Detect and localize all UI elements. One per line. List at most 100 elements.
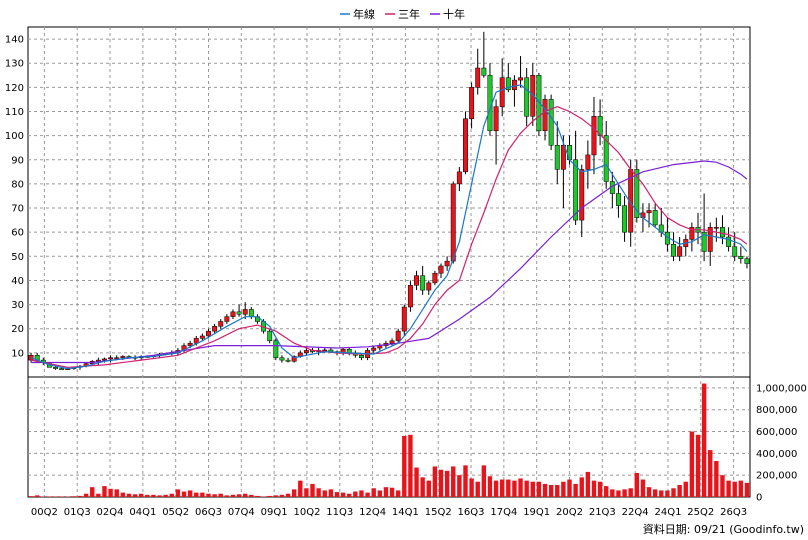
- volume-tick-label: 1,000,000: [756, 383, 807, 394]
- volume-bar: [426, 480, 431, 497]
- volume-tick-label: 800,000: [756, 405, 797, 416]
- volume-bar: [610, 489, 615, 497]
- x-tick-label: 26Q3: [720, 507, 747, 518]
- volume-bar: [628, 488, 633, 497]
- price-tick-label: 90: [11, 155, 24, 166]
- candle-body: [322, 349, 328, 352]
- volume-bar: [181, 491, 187, 497]
- volume-bar: [518, 478, 523, 497]
- candle-body: [548, 99, 554, 146]
- volume-bar: [548, 485, 554, 497]
- volume-bar: [322, 490, 327, 497]
- legend-label: 年線: [353, 7, 375, 21]
- volume-bar: [90, 487, 95, 497]
- candle-body: [560, 145, 566, 170]
- x-tick-label: 02Q4: [97, 507, 124, 518]
- volume-bar: [316, 488, 321, 497]
- candle-body: [524, 77, 530, 117]
- x-tick-label: 05Q2: [162, 507, 189, 518]
- volume-bar: [726, 480, 731, 497]
- x-tick-label: 07Q4: [228, 507, 255, 518]
- candle-body: [407, 285, 413, 308]
- volume-bar: [47, 496, 52, 497]
- volume-bar: [389, 487, 395, 497]
- volume-bar: [285, 493, 291, 497]
- candle-body: [542, 99, 548, 132]
- volume-bar: [475, 481, 480, 497]
- volume-bar: [353, 491, 358, 497]
- volume-bar: [671, 488, 676, 497]
- volume-bar: [457, 475, 462, 497]
- volume-bar: [187, 490, 193, 497]
- volume-bar: [420, 477, 425, 497]
- candle-body: [28, 355, 34, 361]
- volume-bar: [463, 465, 468, 497]
- candle-body: [646, 210, 652, 214]
- candle-body: [199, 335, 205, 339]
- candle-body: [359, 355, 364, 358]
- candle-body: [218, 321, 224, 327]
- candle-body: [371, 347, 377, 351]
- volume-bar: [542, 483, 548, 497]
- price-tick-label: 20: [11, 324, 24, 335]
- candle-body: [120, 356, 126, 358]
- volume-bar: [377, 490, 383, 497]
- legend: 年線 三年 十年: [340, 7, 465, 21]
- volume-bar: [604, 486, 609, 497]
- volume-bar: [83, 493, 89, 497]
- price-tick-label: 30: [11, 300, 24, 311]
- candle-body: [499, 77, 505, 107]
- candle-body: [622, 205, 628, 233]
- price-tick-label: 10: [11, 348, 24, 359]
- price-axis-labels: 10 20 30 40 50 60 70 80 90 100 110 120 130 140: [5, 35, 24, 360]
- candle-body: [530, 75, 536, 117]
- volume-bar: [383, 487, 389, 497]
- volume-bar: [236, 494, 242, 497]
- volume-bar: [579, 477, 584, 497]
- volume-bar: [218, 493, 223, 497]
- volume-bar: [701, 383, 707, 497]
- volume-bar: [151, 494, 156, 497]
- volume-grid: [28, 387, 750, 476]
- candle-body: [701, 231, 707, 252]
- volume-bar: [212, 494, 217, 497]
- volume-bar: [304, 488, 309, 497]
- volume-bar: [334, 492, 340, 497]
- candle-body: [285, 359, 291, 362]
- candle-body: [187, 342, 193, 346]
- ma-ten-year-line: [31, 160, 748, 364]
- candle-body: [444, 260, 450, 267]
- volume-bar: [298, 480, 303, 497]
- volume-bar: [640, 479, 646, 497]
- volume-bar: [555, 485, 560, 497]
- volume-bar: [371, 488, 376, 497]
- price-tick-label: 70: [11, 204, 24, 215]
- x-tick-label: 25Q2: [687, 507, 714, 518]
- volume-bar: [487, 476, 493, 497]
- volume-bar: [493, 480, 499, 497]
- volume-bar: [451, 466, 456, 497]
- candle-body: [567, 145, 572, 161]
- candle-body: [463, 118, 468, 173]
- volume-tick-label: 600,000: [756, 427, 797, 438]
- volume-bar: [444, 470, 450, 497]
- volume-bar: [524, 480, 529, 497]
- volume-bar: [689, 431, 695, 497]
- x-tick-label: 14Q1: [392, 507, 419, 518]
- volume-bar: [720, 475, 725, 497]
- candle-body: [481, 67, 487, 76]
- volume-tick-label: 0: [756, 493, 762, 504]
- volume-bar: [255, 495, 260, 497]
- candle-body: [634, 169, 640, 218]
- candle-body: [267, 330, 273, 342]
- candle-body: [273, 340, 279, 358]
- volume-bar: [567, 479, 572, 497]
- volume-tick-label: 400,000: [756, 449, 797, 460]
- candle-body: [248, 309, 254, 317]
- volume-bar: [481, 465, 487, 497]
- price-tick-label: 50: [11, 252, 24, 263]
- legend-label: 十年: [443, 7, 465, 21]
- x-tick-label: 09Q1: [261, 507, 288, 518]
- candle-body: [615, 193, 621, 206]
- candle-body: [450, 183, 456, 262]
